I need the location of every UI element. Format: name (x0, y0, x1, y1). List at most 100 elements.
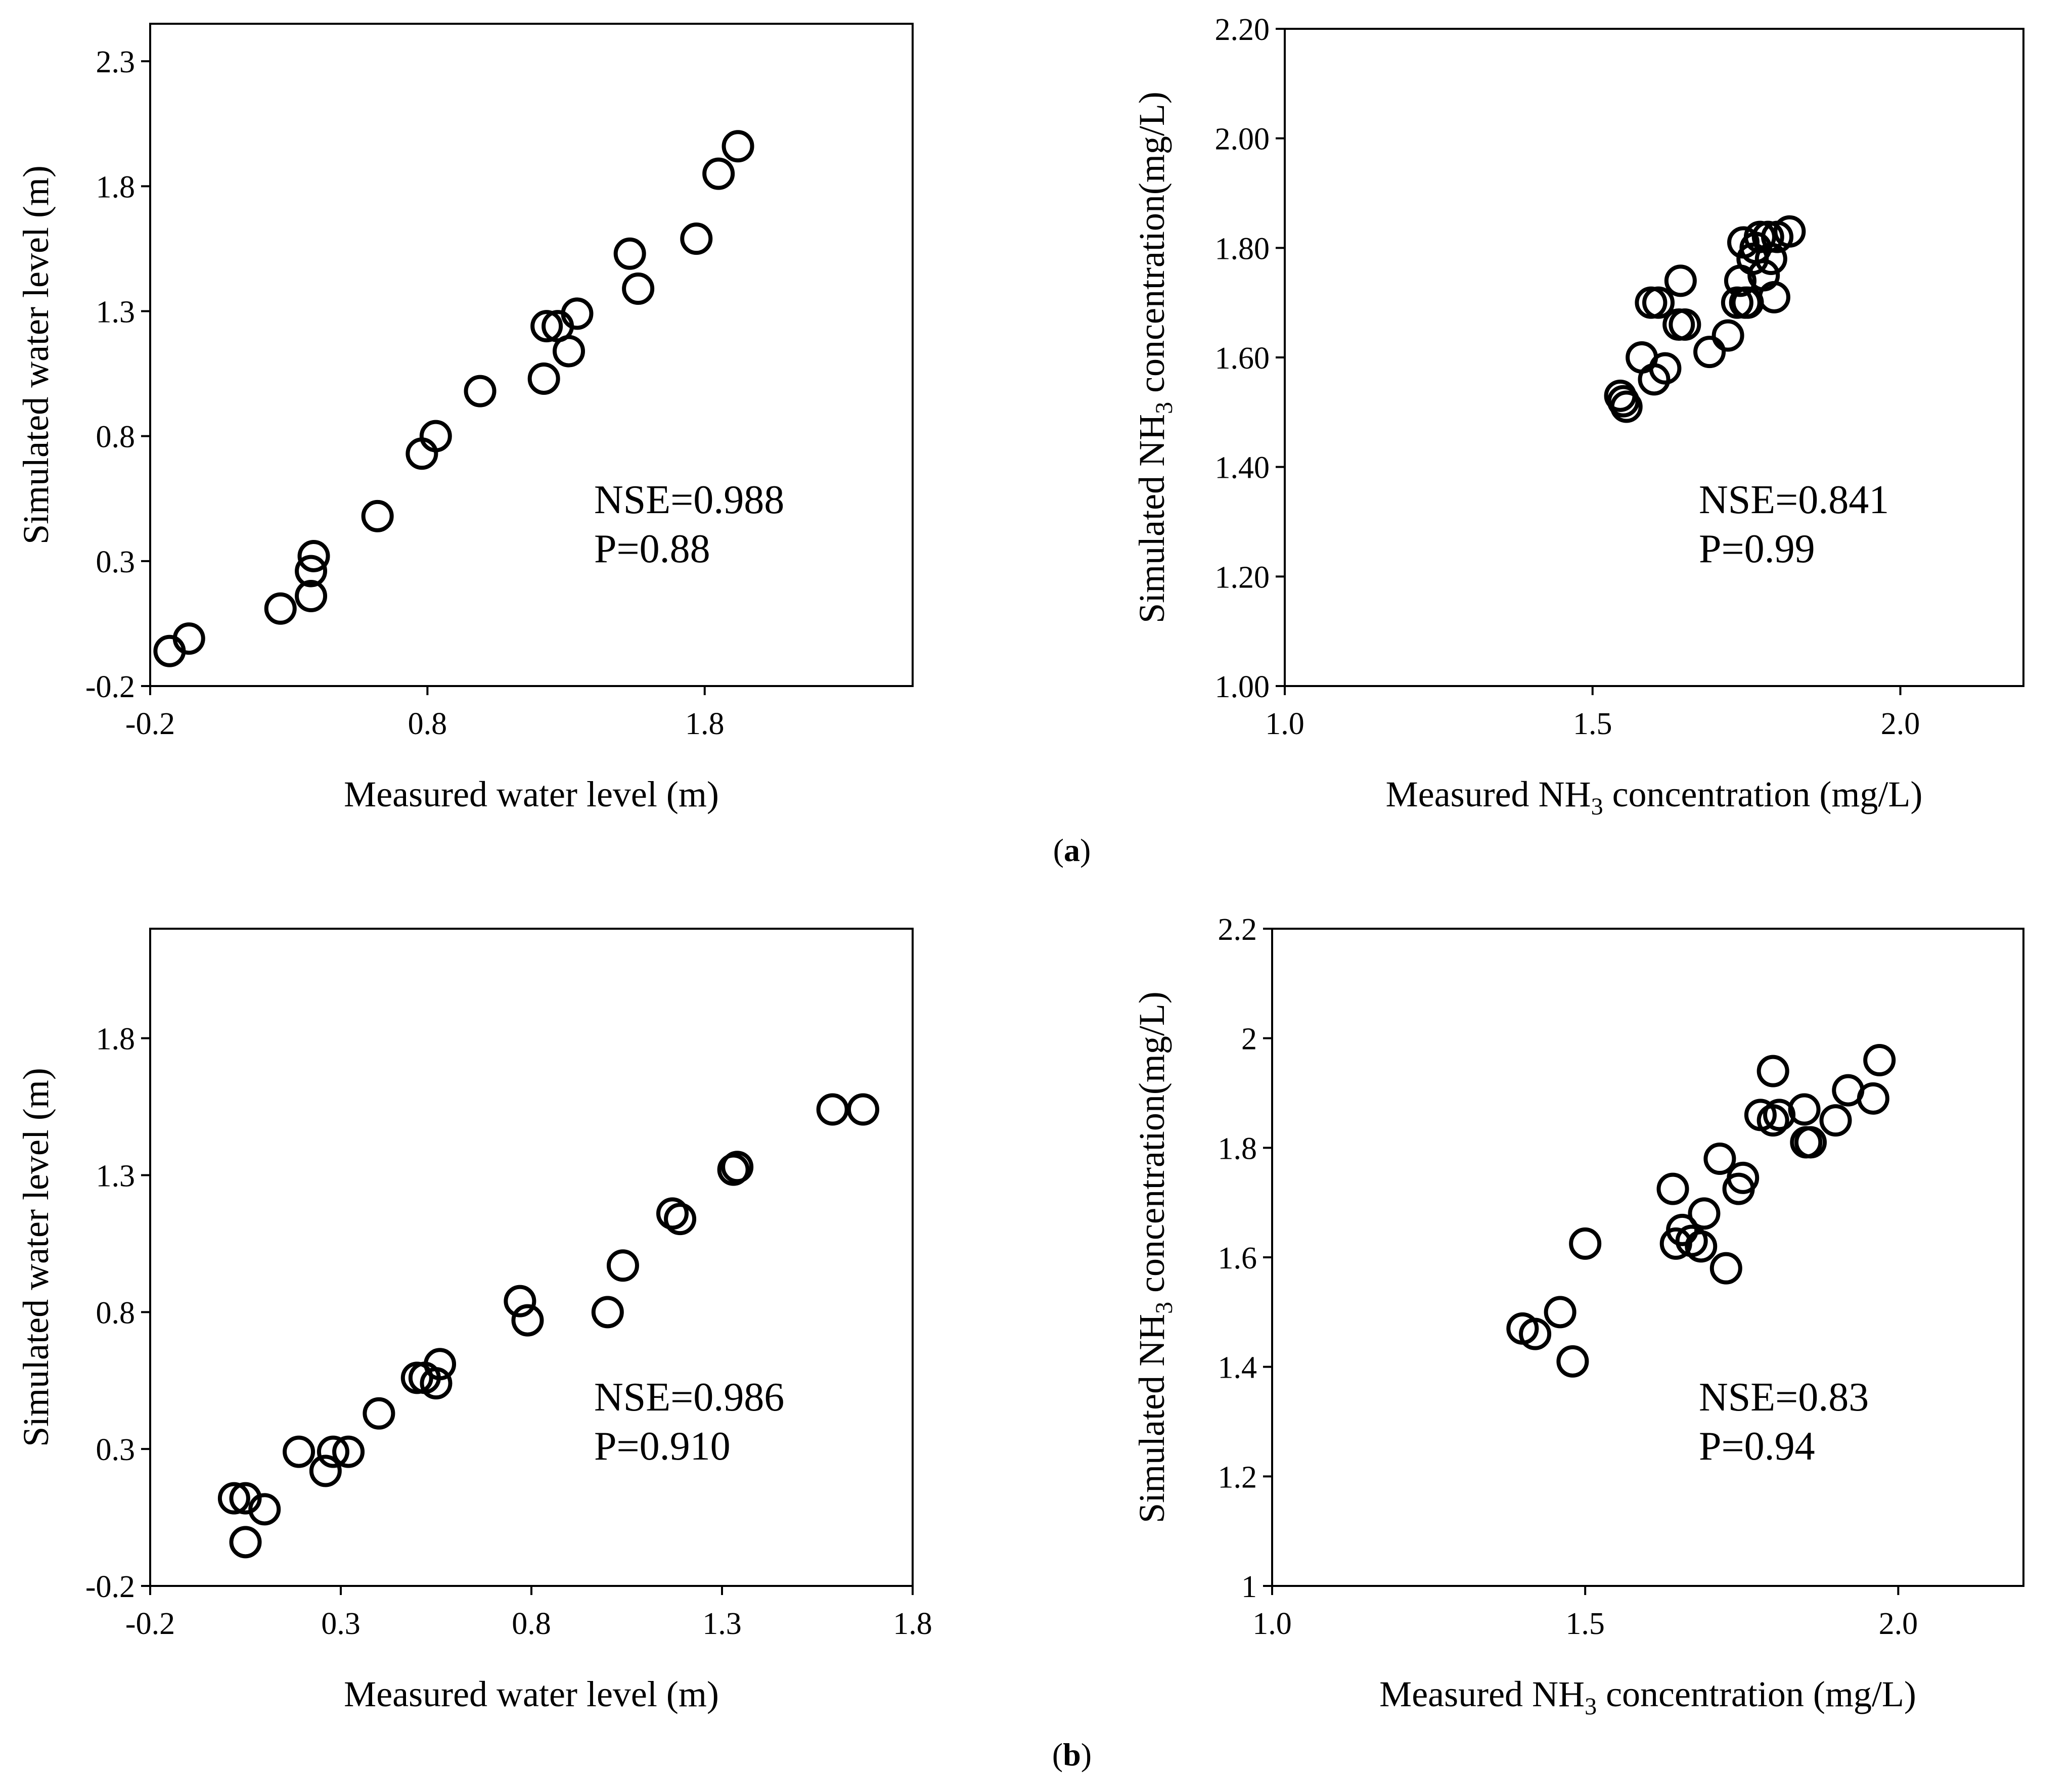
data-point (332, 1435, 365, 1468)
data-point (1556, 1345, 1589, 1378)
annotation-nse: NSE=0.841 (1699, 478, 1889, 522)
data-point (527, 362, 560, 395)
x-tick-label: 1.8 (685, 707, 725, 741)
x-tick-label: 1.5 (1565, 1607, 1605, 1641)
y-tick-label: 2.00 (1215, 122, 1270, 157)
y-tick-label: 1.8 (1218, 1131, 1257, 1166)
annotation-p: P=0.910 (594, 1424, 731, 1469)
data-point (613, 237, 646, 270)
y-tick-label: 0.3 (96, 545, 136, 579)
data-point (1703, 1143, 1736, 1175)
annotation-p: P=0.99 (1699, 527, 1815, 571)
panel-label-a: (a) (1053, 832, 1091, 868)
data-point (1863, 1044, 1896, 1076)
data-point (229, 1526, 262, 1559)
data-point (309, 1454, 342, 1487)
y-tick-label: 1.2 (1218, 1460, 1257, 1494)
chart-b-nh3: 1.0 1.5 2.0 1 1.2 1.4 1.6 1.8 2 2.2 Measured NH3 c… (1132, 913, 2024, 1720)
chart-b-water-level: -0.2 0.3 0.8 1.3 1.8 -0.2 0.3 0.8 1.3 1.8 Measured… (16, 928, 932, 1714)
data-point (1669, 308, 1701, 341)
x-tick-label: 0.8 (408, 707, 447, 741)
data-point (561, 297, 594, 330)
y-axis-title: Simulated NH3 concentration(mg/L) (1132, 92, 1178, 623)
x-tick-label: 1.0 (1265, 707, 1304, 741)
y-tick-label: 1.8 (96, 170, 136, 204)
data-point (1638, 363, 1671, 396)
data-point (1666, 1213, 1699, 1246)
data-point (1709, 1252, 1742, 1285)
data-point (722, 130, 754, 163)
data-point (363, 1397, 395, 1430)
data-point (530, 310, 563, 343)
annotation-nse: NSE=0.83 (1699, 1375, 1869, 1420)
data-point (297, 539, 330, 572)
data-point (295, 555, 328, 587)
y-tick-label: 2.20 (1215, 13, 1270, 47)
data-point (1711, 319, 1744, 352)
x-tick-label: 1.0 (1252, 1607, 1292, 1641)
y-tick-label: -0.2 (85, 1570, 135, 1604)
data-point (264, 592, 297, 625)
y-axis-title: Simulated water level (m) (16, 165, 56, 544)
y-tick-label: 1.20 (1215, 560, 1270, 595)
data-point (606, 1249, 639, 1282)
data-point (1721, 286, 1753, 319)
data-point (1688, 1197, 1721, 1230)
data-point (295, 580, 328, 613)
data-point (229, 1482, 262, 1515)
y-tick-label: 2.2 (1218, 913, 1257, 947)
y-tick-label: 1.80 (1215, 232, 1270, 266)
data-point (1685, 1230, 1718, 1263)
data-point (816, 1093, 849, 1126)
y-tick-label: 1.00 (1215, 670, 1270, 704)
data-point (1519, 1317, 1552, 1350)
x-tick-label: 0.8 (512, 1607, 551, 1641)
data-point (1642, 286, 1675, 319)
data-point (721, 1151, 754, 1184)
y-tick-label: 1.6 (1218, 1241, 1257, 1276)
data-point (419, 420, 452, 452)
y-tick-label: 0.8 (96, 1296, 136, 1330)
y-tick-label: 1.60 (1215, 341, 1270, 376)
x-tick-label: 1.5 (1573, 707, 1612, 741)
y-tick-label: 1.8 (96, 1022, 136, 1057)
data-point (420, 1367, 453, 1400)
chart-a-water-level: -0.2 0.8 1.8 -0.2 0.3 0.8 1.3 1.8 2.3 Measured wa… (16, 23, 914, 814)
x-tick-label: 1.3 (702, 1607, 742, 1641)
data-point (553, 335, 585, 368)
chart-a-nh3: 1.0 1.5 2.0 1.00 1.20 1.40 1.60 1.80 2.00 2.20 Mea… (1132, 13, 2024, 820)
annotation-p: P=0.94 (1699, 1424, 1815, 1469)
data-point (511, 1304, 544, 1337)
data-point (1857, 1082, 1889, 1115)
y-tick-label: 1.4 (1218, 1351, 1257, 1385)
x-axis-title: Measured NH3 concentration (mg/L) (1379, 1674, 1916, 1720)
data-point (1819, 1104, 1852, 1137)
data-point (1758, 281, 1790, 313)
y-tick-label: 1 (1241, 1570, 1257, 1604)
x-axis-title: Measured water level (m) (344, 774, 719, 814)
data-point (591, 1296, 624, 1329)
data-point (1794, 1126, 1827, 1159)
data-point (702, 157, 735, 190)
x-tick-label: 1.8 (893, 1607, 932, 1641)
panel-label-b: (b) (1052, 1737, 1092, 1772)
data-point (1610, 390, 1643, 423)
data-point (1788, 1093, 1821, 1126)
data-point (1544, 1296, 1576, 1329)
data-point (283, 1435, 316, 1468)
annotation-nse: NSE=0.986 (594, 1375, 784, 1420)
data-point (248, 1493, 281, 1526)
y-tick-label: 0.8 (96, 420, 136, 454)
data-point (317, 1435, 349, 1468)
plot-area-frame (149, 928, 914, 1587)
data-point (464, 375, 497, 407)
y-tick-label: 1.3 (96, 1159, 136, 1194)
data-point (1756, 1104, 1789, 1137)
data-point (622, 272, 655, 305)
data-point (1754, 243, 1787, 275)
x-tick-label: -0.2 (125, 707, 175, 741)
data-point (424, 1348, 457, 1381)
data-point (1751, 220, 1784, 253)
y-tick-label: -0.2 (85, 670, 135, 704)
